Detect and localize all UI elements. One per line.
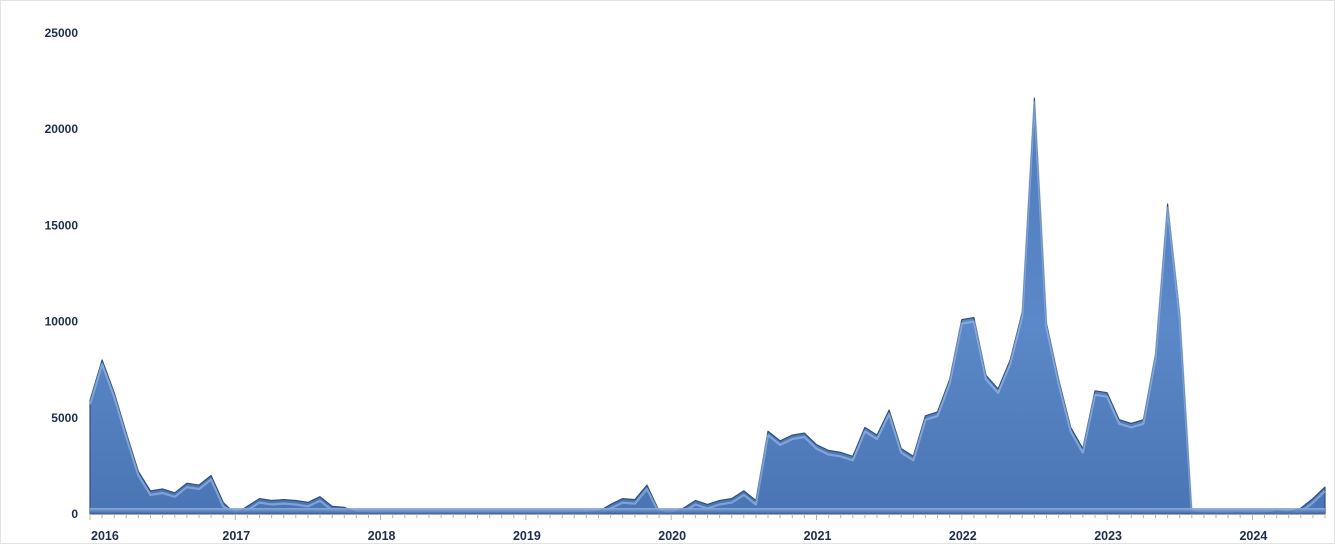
x-tick-label: 2022 bbox=[949, 529, 977, 543]
x-tick-label: 2018 bbox=[368, 529, 396, 543]
area-series bbox=[88, 97, 1326, 515]
y-tick-label: 20000 bbox=[45, 122, 79, 136]
y-tick-label: 10000 bbox=[45, 315, 79, 329]
x-tick-label: 2024 bbox=[1239, 529, 1267, 543]
area-base bbox=[90, 508, 1325, 514]
y-axis-labels: 0 5000 10000 15000 20000 25000 bbox=[45, 26, 79, 521]
x-tick-label: 2020 bbox=[658, 529, 686, 543]
x-tick-label: 2016 bbox=[91, 529, 119, 543]
y-tick-label: 25000 bbox=[45, 26, 79, 40]
y-tick-label: 5000 bbox=[51, 411, 78, 425]
x-tick-label: 2023 bbox=[1094, 529, 1122, 543]
area-fill bbox=[89, 97, 1326, 515]
y-tick-label: 15000 bbox=[45, 218, 79, 232]
x-axis: 2016 2017 2018 2019 2020 2021 2022 2023 2024 bbox=[89, 514, 1326, 543]
y-tick-label: 0 bbox=[71, 507, 78, 521]
x-tick-label: 2017 bbox=[222, 529, 250, 543]
x-tick-label: 2021 bbox=[804, 529, 832, 543]
x-tick-label: 2019 bbox=[513, 529, 541, 543]
